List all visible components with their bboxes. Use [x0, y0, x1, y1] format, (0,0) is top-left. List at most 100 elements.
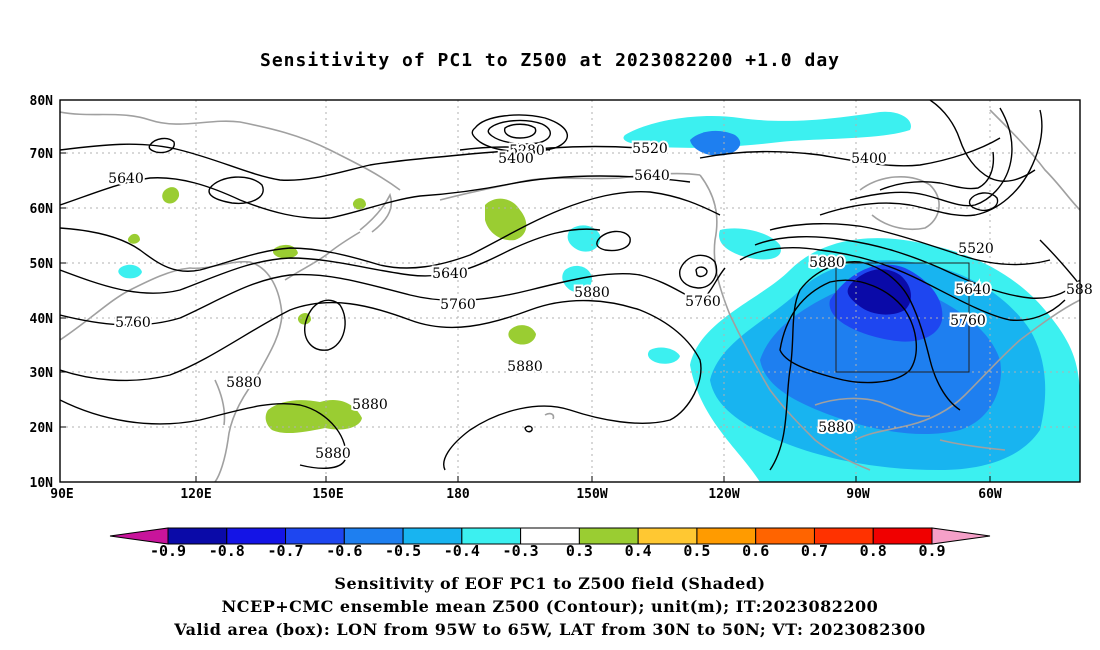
coastline-philippines [214, 379, 226, 426]
lat-label: 10N [30, 476, 54, 491]
colorbar-label: 0.4 [625, 542, 652, 560]
lat-label: 70N [30, 147, 54, 162]
shade-cyan-patch-4 [647, 347, 680, 364]
coastline-caribbean [939, 439, 1006, 451]
contour-line-5400-a [459, 146, 551, 151]
lat-label: 80N [30, 94, 54, 109]
colorbar-label: 0.9 [918, 542, 945, 560]
contour-line-5400-north [699, 137, 1001, 167]
contour-line-closed-pacific [304, 299, 346, 351]
contour-label: 5640 [634, 168, 670, 184]
coastlines [60, 109, 1080, 482]
contour-label: 5640 [955, 282, 991, 298]
contour-line-closed-small [148, 137, 175, 154]
contour-line-5640-a [60, 228, 601, 294]
contour-label: 5880 [315, 446, 351, 462]
contour-line-5640-b [60, 190, 721, 272]
contour-line-closed-gulf [596, 230, 631, 252]
coastline-alaska [439, 172, 701, 201]
contour-label: 5760 [115, 315, 151, 331]
lat-label: 40N [30, 312, 54, 327]
contour-label: 5280 [509, 143, 545, 159]
contour-label: 5520 [632, 141, 668, 157]
contour-line-north-atl-2 [849, 107, 1013, 207]
contour-label: 5640 [432, 266, 468, 282]
shade-green-patch-8 [127, 233, 140, 244]
coastline-hudson [859, 175, 940, 231]
contour-label: 5760 [685, 294, 721, 310]
lat-label: 30N [30, 366, 54, 381]
contour-label: 5880 [574, 285, 610, 301]
coastline-hawaii [544, 412, 555, 420]
colorbar-swatches [167, 527, 933, 545]
colorbar-label: -0.5 [385, 542, 421, 560]
caption-line-3: Valid area (box): LON from 95W to 65W, L… [174, 620, 926, 639]
valid-area-box [835, 262, 970, 373]
lat-label: 20N [30, 421, 54, 436]
colorbar-label: 0.5 [683, 542, 710, 560]
lon-label: 180 [446, 487, 470, 502]
contour-label: 5880 [818, 420, 854, 436]
contour-label: 5520 [958, 241, 994, 257]
lon-label: 120E [180, 487, 211, 502]
caption-line-2: NCEP+CMC ensemble mean Z500 (Contour); u… [221, 597, 879, 616]
lon-label: 150W [576, 487, 607, 502]
lon-label: 60W [978, 487, 1002, 502]
contour-line-east-edge [1039, 239, 1080, 286]
colorbar-label: 0.3 [566, 542, 593, 560]
colorbar-label: 0.8 [860, 542, 887, 560]
contour-line-5880-north [60, 299, 702, 471]
contour-line-trough-1 [739, 246, 1066, 322]
coastline-greenland [989, 109, 1080, 211]
contour-line-north-atl-1 [819, 109, 1043, 217]
colorbar-label: -0.9 [150, 542, 186, 560]
contour-line-closed-west [208, 176, 264, 205]
contour-line-5880-south [60, 399, 347, 469]
contour-label: 5880 [226, 375, 262, 391]
lon-label: 90E [50, 487, 73, 502]
lat-label: 60N [30, 202, 54, 217]
shade-cyan-patch-5 [118, 264, 142, 279]
caption-line-1: Sensitivity of EOF PC1 to Z500 field (Sh… [334, 574, 766, 593]
plot-title: Sensitivity of PC1 to Z500 at 2023082200… [259, 50, 840, 71]
coastline-gulf [814, 397, 931, 418]
contour-line-5640-c [60, 175, 691, 220]
contour-label: 5400 [851, 151, 887, 167]
colorbar-label: 0.6 [742, 542, 769, 560]
contour-line-closed-greenland [968, 192, 999, 212]
contour-line-far-north [929, 100, 1036, 182]
contour-label: 5400 [498, 151, 534, 167]
colorbar-label: -0.4 [444, 542, 480, 560]
shade-green-patch-7 [352, 198, 366, 210]
shade-green-patch-5 [508, 325, 536, 345]
coastline-kamchatka [359, 192, 392, 233]
contour-line-closed-ca-inner [695, 266, 708, 278]
contour-label: 5880 [507, 359, 543, 375]
contour-label: 5880 [809, 255, 845, 271]
contour-line-closed-3 [503, 123, 537, 139]
contour-line-closed-ca [679, 254, 718, 289]
colorbar-label: -0.7 [267, 542, 303, 560]
colorbar-label: -0.8 [209, 542, 245, 560]
contour-line-ridge-1 [769, 261, 961, 471]
contour-label: 5760 [950, 313, 986, 329]
contour-label: 5640 [108, 171, 144, 187]
contour-line-north-atl-3 [879, 151, 995, 191]
lon-label: 120W [708, 487, 739, 502]
contour-line-ridge-2 [779, 279, 918, 384]
lon-label-group: 90E 120E 150E 180 150W 120W 90W 60W [50, 487, 1002, 502]
colorbar-high-arrow [931, 527, 991, 545]
contour-label-group: 5280 5400 5520 5640 5400 5640 5520 5640 … [106, 139, 1095, 464]
shade-cyan-patch-3 [719, 228, 781, 260]
contour-line-trough-2 [754, 236, 1080, 299]
contour-line-closed-1 [471, 114, 568, 153]
shade-blue-north [690, 130, 741, 156]
lat-label-group: 80N 70N 60N 50N 40N 30N 20N 10N [30, 94, 54, 491]
contour-label: 5880 [352, 397, 388, 413]
shade-green-patch-3 [273, 244, 298, 259]
contour-label: 5760 [440, 297, 476, 313]
colorbar: -0.9 -0.8 -0.7 -0.6 -0.5 -0.4 -0.3 0.3 0.4 0.5 0.6… [109, 527, 991, 560]
lon-label: 150E [312, 487, 343, 502]
lon-label: 90W [846, 487, 870, 502]
